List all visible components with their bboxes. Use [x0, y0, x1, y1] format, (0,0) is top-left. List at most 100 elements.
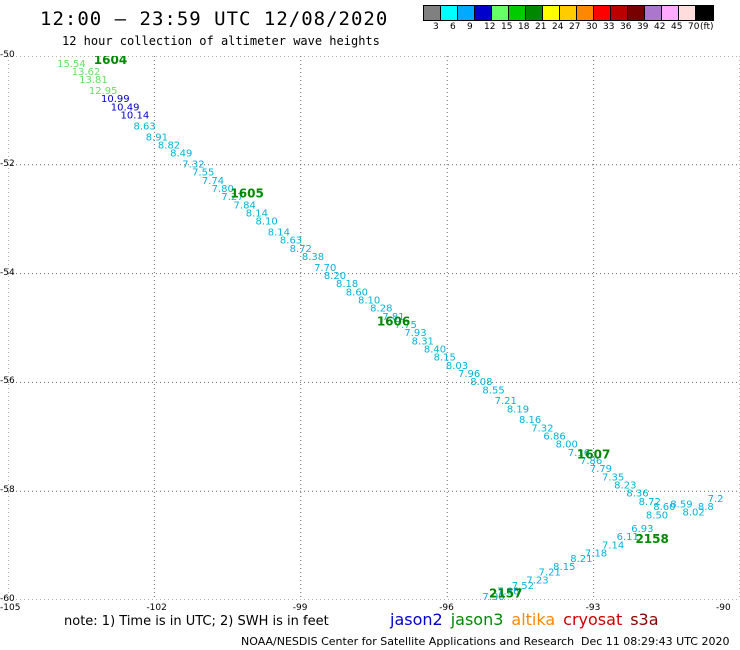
wave-height-value: 8.14	[268, 228, 290, 239]
wave-height-value: 7.18	[585, 548, 607, 559]
wave-height-value: 8.31	[412, 336, 434, 347]
generated-timestamp: Dec 11 08:29:43 UTC 2020	[581, 635, 730, 648]
wave-height-value: 8.49	[170, 149, 192, 160]
wave-height-value: 8.63	[134, 121, 156, 132]
pass-time-label: 1607	[577, 448, 610, 462]
wave-height-value: 7.21	[495, 396, 517, 407]
longitude-tick-label: -93	[585, 603, 601, 613]
longitude-tick-label: -102	[146, 603, 167, 613]
color-scale-label: 45	[671, 22, 683, 32]
wave-height-value: 10.49	[111, 102, 140, 113]
wave-height-value: 8.91	[146, 132, 168, 143]
wave-height-value: 7.96	[458, 369, 480, 380]
color-scale-label: 70	[688, 22, 700, 32]
wave-height-value: 8.00	[556, 440, 578, 451]
wave-height-value: 15.54	[57, 59, 86, 70]
longitude-tick-label: -90	[716, 603, 731, 613]
color-scale-label: 15	[501, 22, 513, 32]
wave-height-value: 10.14	[121, 111, 150, 122]
wave-height-value: 8.03	[446, 361, 468, 372]
wave-height-value: 13.84	[42, 56, 71, 59]
wave-height-value: 13.81	[79, 75, 108, 86]
wave-height-value: 7.55	[192, 168, 214, 179]
color-swatch	[560, 6, 577, 20]
latitude-tick-label: -60	[0, 594, 15, 604]
wave-height-value: 7.84	[234, 200, 256, 211]
color-swatch	[509, 6, 526, 20]
color-swatch	[543, 6, 560, 20]
color-scale-label: 39	[637, 22, 649, 32]
wave-height-value: 8.18	[336, 279, 358, 290]
wave-height-value: 8.60	[346, 287, 368, 298]
wave-height-value: 12.95	[89, 86, 118, 97]
wave-height-value: 7.90	[482, 592, 504, 600]
wave-height-value: 8.15	[434, 353, 456, 364]
color-swatch	[577, 6, 594, 20]
footer-note: note: 1) Time is in UTC; 2) SWH is in fe…	[64, 614, 329, 629]
wave-height-value: 7.21	[539, 568, 561, 579]
color-swatch	[594, 6, 611, 20]
wave-height-value: 7.14	[602, 540, 624, 551]
wave-height-value: 8.55	[482, 385, 504, 396]
satellite-name: jason3	[450, 610, 504, 629]
altimeter-map: 13.8415.5413.6213.8112.9510.9910.4910.14…	[8, 56, 740, 600]
color-scale-label: 27	[569, 22, 581, 32]
map-title: 12:00 – 23:59 UTC 12/08/2020	[40, 8, 389, 30]
satellite-name: s3a	[630, 610, 659, 629]
wave-height-value: 8.02	[683, 508, 705, 519]
wave-height-value: 8.72	[290, 244, 312, 255]
wave-height-value: 8.28	[370, 304, 392, 315]
wave-height-value: 7.32	[531, 423, 553, 434]
wave-height-value: 8.38	[302, 252, 324, 263]
wave-height-value: 7.93	[404, 328, 426, 339]
color-swatch	[679, 6, 696, 20]
wave-height-value: 8.16	[519, 415, 541, 426]
color-swatch	[628, 6, 645, 20]
longitude-tick-label: -96	[439, 603, 454, 613]
wave-height-value: 8.20	[324, 271, 346, 282]
pass-time-label: 2157	[489, 586, 522, 600]
wave-height-value: 8.72	[639, 497, 661, 508]
color-scale-label: 30	[586, 22, 598, 32]
satellite-name: cryosat	[563, 610, 623, 629]
color-scale-label: 24	[552, 22, 564, 32]
wave-height-value: 6.93	[631, 524, 653, 535]
color-swatch	[424, 6, 441, 20]
color-scale-label: 6	[450, 22, 456, 32]
color-swatch	[475, 6, 492, 20]
wave-height-value: 8.10	[256, 217, 278, 228]
wave-height-value: 8.14	[246, 208, 268, 219]
wave-height-value: 8.82	[158, 140, 180, 151]
color-scale-label: 18	[518, 22, 530, 32]
wave-height-value: 7.27	[221, 192, 243, 203]
wave-height-value: 7.32	[182, 160, 204, 171]
color-scale-label: 36	[620, 22, 632, 32]
wave-height-value: 8.21	[570, 554, 592, 565]
satellite-legend: jason2 jason3 altika cryosat s3a	[390, 610, 667, 629]
pass-time-label: 1606	[377, 314, 410, 328]
latitude-tick-label: -52	[0, 158, 15, 169]
color-swatch	[526, 6, 543, 20]
wave-height-value: 7.75	[395, 320, 417, 331]
color-scale-labels: 3 6 9 12 15 18 21 24 27 30 33 36 39 42 45 70 (ft)	[423, 22, 733, 34]
latitude-tick-label: -58	[0, 485, 15, 496]
wave-height-value: 7.80	[212, 184, 234, 195]
wave-height-value: 8.59	[670, 500, 692, 511]
wave-height-value: 8.10	[358, 296, 380, 307]
wave-height-value: 7.86	[580, 456, 602, 467]
longitude-tick-label: -99	[292, 603, 308, 613]
longitude-tick-label: -105	[0, 603, 21, 613]
map-subtitle: 12 hour collection of altimeter wave hei…	[62, 34, 380, 48]
wave-height-value: 8.23	[614, 480, 636, 491]
latitude-tick-label: -56	[0, 376, 15, 387]
color-scale-unit: (ft)	[700, 22, 714, 32]
color-scale-label: 42	[654, 22, 666, 32]
wave-height-value: 8.60	[653, 502, 675, 513]
wave-height-value: 7.79	[590, 464, 612, 475]
wave-height-value: 8.8	[698, 502, 714, 513]
satellite-name: altika	[511, 610, 556, 629]
wave-height-value: 7.70	[314, 263, 336, 274]
wave-height-value: 7.35	[602, 472, 624, 483]
latitude-tick-label: -50	[0, 50, 15, 60]
color-swatch	[645, 6, 662, 20]
